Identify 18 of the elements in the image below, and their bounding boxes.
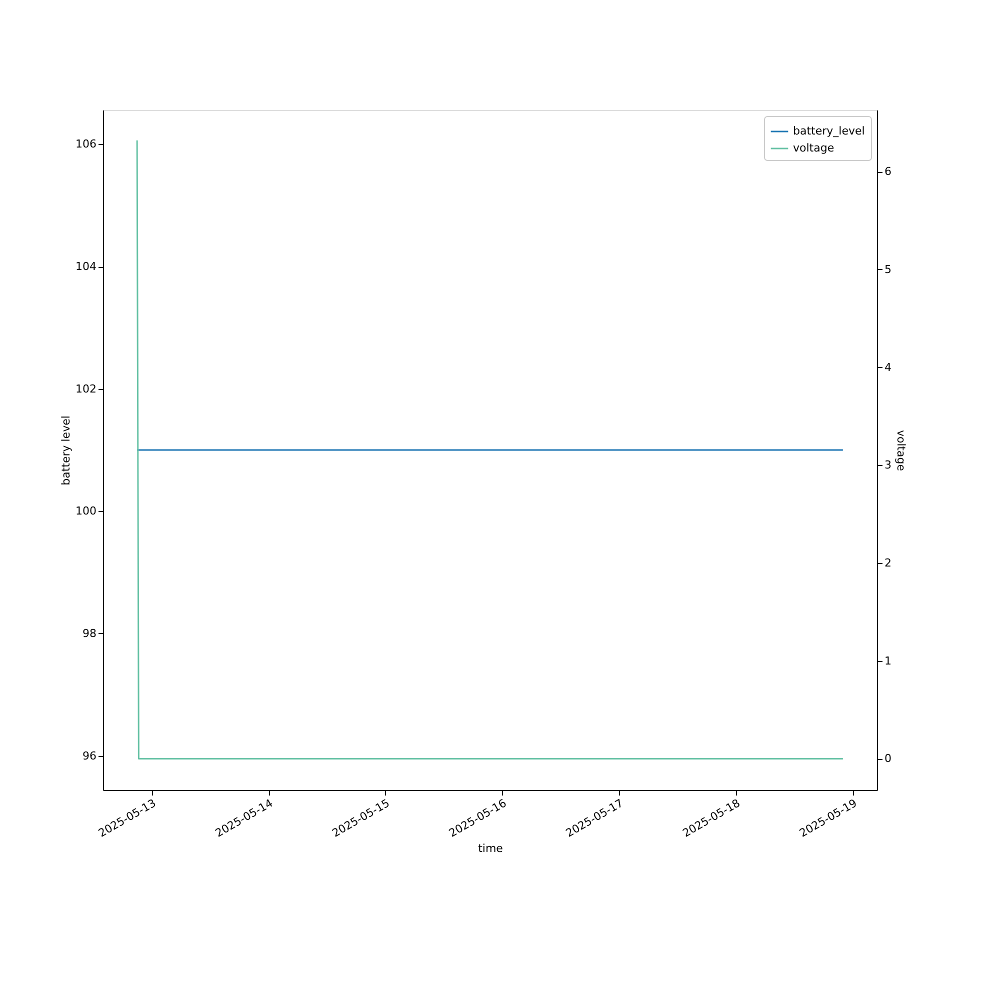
y2-tick-label: 6 [884,165,892,178]
y2-tick-label: 3 [884,458,892,472]
y2-tick-label: 5 [884,262,892,276]
y-tick-label: 104 [76,260,96,274]
legend-label: voltage [793,142,834,154]
y2-tick-label: 2 [884,556,892,570]
y-tick-label: 102 [76,382,96,396]
y2-tick-label: 4 [884,360,892,374]
y-tick-label: 106 [76,138,96,151]
x-axis-title: time [478,842,504,855]
y-tick-label: 98 [82,626,96,640]
legend-label: battery_level [793,124,865,138]
y2-tick-label: 0 [884,752,892,766]
y2-axis-title: voltage [894,430,908,472]
y2-tick-label: 1 [884,654,892,668]
y-tick-label: 100 [76,504,96,518]
y-tick-label: 96 [82,749,96,762]
y-axis-title: battery level [60,416,73,486]
